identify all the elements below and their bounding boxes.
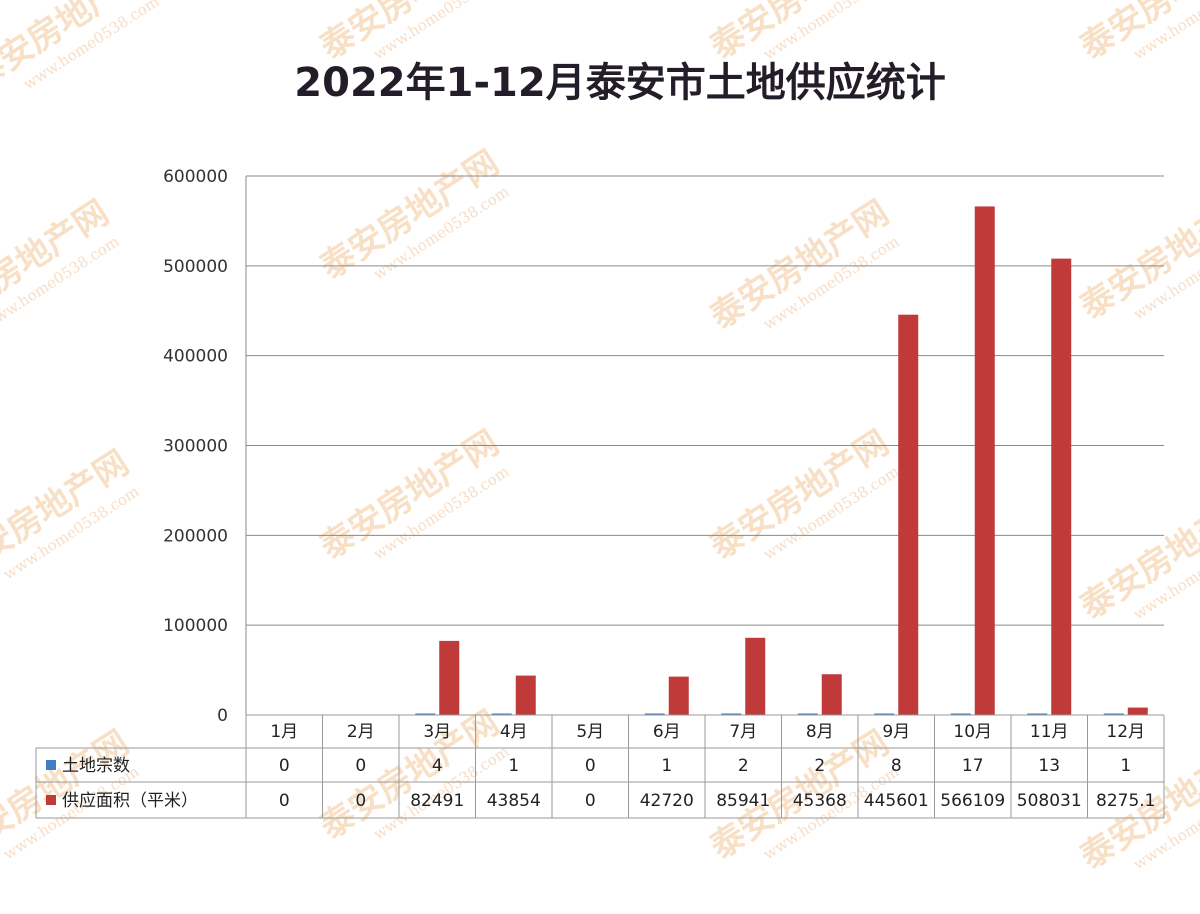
x-tick-label: 6月 [653,722,681,742]
x-tick-label: 7月 [729,722,757,742]
bar-count [797,713,818,715]
bar-count [1103,713,1124,715]
legend-label: 土地宗数 [62,756,130,776]
table-cell-value: 0 [585,756,596,776]
table-cell-value: 445601 [864,791,929,811]
x-tick-label: 9月 [882,722,910,742]
watermark-brand: 泰安房地产网 [0,193,116,338]
table-cell-value: 85941 [716,791,770,811]
y-tick-label: 0 [217,706,228,726]
grid-layer [245,175,1164,716]
x-tick-label: 12月 [1106,722,1145,742]
table-cell-value: 13 [1038,756,1060,776]
bar-count [491,713,512,715]
bar-area [898,314,919,715]
x-tick-label: 8月 [806,722,834,742]
table-cell-value: 45368 [793,791,847,811]
bar-count [415,713,436,715]
x-tick-label: 11月 [1030,722,1069,742]
x-tick-label: 10月 [953,722,992,742]
bar-area [745,637,766,715]
x-tick-label: 2月 [347,722,375,742]
y-tick-label: 200000 [163,526,228,546]
y-tick-label: 600000 [163,167,228,187]
x-tick-label: 1月 [270,722,298,742]
bar-count [950,713,971,715]
table-cell-value: 2 [814,756,825,776]
bar-area [439,640,460,715]
x-tick-label: 5月 [576,722,604,742]
y-axis-ticks: 600000 500000 400000 300000 200000 100000 0 [163,167,228,726]
table-cell-value: 8 [891,756,902,776]
table-cell-value: 43854 [487,791,541,811]
table-cell-value: 8275.1 [1096,791,1155,811]
table-cell-value: 0 [355,756,366,776]
table-cell-value: 2 [738,756,749,776]
legend-swatch [46,795,56,805]
table-cell-value: 0 [585,791,596,811]
table-cell-value: 508031 [1017,791,1082,811]
table-cell-value: 17 [962,756,984,776]
legend-swatch [46,760,56,770]
bar-layer [415,206,1148,715]
table-cell-value: 82491 [410,791,464,811]
bar-area [821,674,842,715]
legend-label: 供应面积（平米） [62,791,198,811]
bar-area [1127,707,1148,715]
table-cell-value: 0 [279,791,290,811]
y-tick-label: 300000 [163,437,228,457]
table-cell-value: 4 [432,756,443,776]
chart-title: 2022年1-12月泰安市土地供应统计 [294,60,945,106]
y-tick-label: 100000 [163,616,228,636]
table-cell-value: 1 [1120,756,1131,776]
y-tick-label: 500000 [163,257,228,277]
table-cell-value: 1 [508,756,519,776]
table-cell-value: 42720 [640,791,694,811]
bar-area [515,675,536,715]
table-cell-value: 0 [355,791,366,811]
x-tick-label: 4月 [500,722,528,742]
bar-count [874,713,895,715]
bar-count [644,713,665,715]
table-cell-value: 0 [279,756,290,776]
bar-area [668,676,689,715]
table-cell-value: 566109 [940,791,1005,811]
y-tick-label: 400000 [163,347,228,367]
x-tick-label: 3月 [423,722,451,742]
table-cell-value: 1 [661,756,672,776]
bar-count [721,713,742,715]
bar-area [1051,258,1072,715]
bar-area [974,206,995,715]
bar-count [1027,713,1048,715]
